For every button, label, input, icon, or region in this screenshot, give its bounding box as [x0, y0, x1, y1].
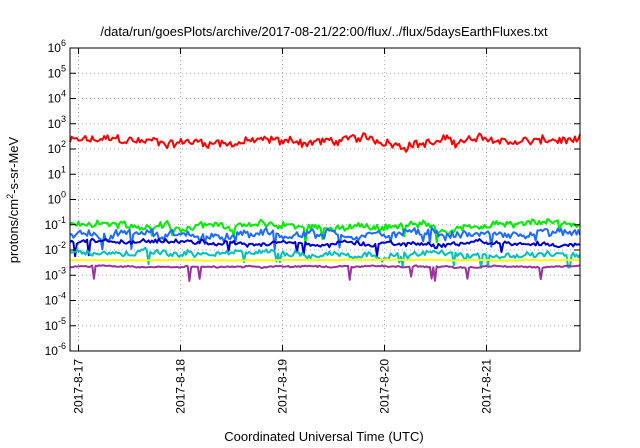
- y-tick-label: 102: [48, 139, 66, 156]
- y-tick-label: 100: [48, 190, 66, 207]
- y-tick-label: 10-5: [45, 316, 66, 333]
- chart-title: /data/run/goesPlots/archive/2017-08-21/2…: [100, 24, 548, 39]
- y-tick-label: 106: [48, 38, 66, 55]
- series-line-5: [69, 246, 581, 269]
- series-line-4: [69, 237, 581, 258]
- y-tick-label: 104: [48, 89, 66, 106]
- x-tick-label: 2017-8-20: [378, 359, 392, 414]
- y-tick-label: 101: [48, 164, 66, 181]
- x-axis-title: Coordinated Universal Time (UTC): [224, 429, 423, 444]
- y-tick-label: 10-1: [45, 215, 66, 232]
- series-line-7: [69, 264, 581, 282]
- x-tick-label: 2017-8-18: [174, 359, 188, 414]
- grid: [70, 48, 580, 351]
- y-tick-label: 10-2: [45, 240, 66, 257]
- series-line-1: [69, 132, 581, 153]
- series-line-6: [69, 258, 581, 262]
- y-tick-label: 10-4: [45, 291, 66, 308]
- x-tick-label: 2017-8-19: [276, 359, 290, 414]
- x-tick-label: 2017-8-17: [72, 359, 86, 414]
- y-tick-label: 103: [48, 114, 66, 131]
- series-line-3: [69, 226, 581, 251]
- series-group: [69, 132, 581, 282]
- y-axis-title: protons/cm2-s-sr-MeV: [5, 136, 21, 263]
- y-tick-label: 10-3: [45, 265, 66, 282]
- y-tick-label: 10-6: [45, 341, 66, 358]
- axis-ticks: 10-6 10-5 10-4 10-3 10-2 10-1 100 101 102 103 104 1…: [45, 38, 580, 414]
- y-tick-label: 105: [48, 63, 66, 80]
- x-tick-label: 2017-8-21: [480, 359, 494, 414]
- series-line-2: [69, 217, 581, 244]
